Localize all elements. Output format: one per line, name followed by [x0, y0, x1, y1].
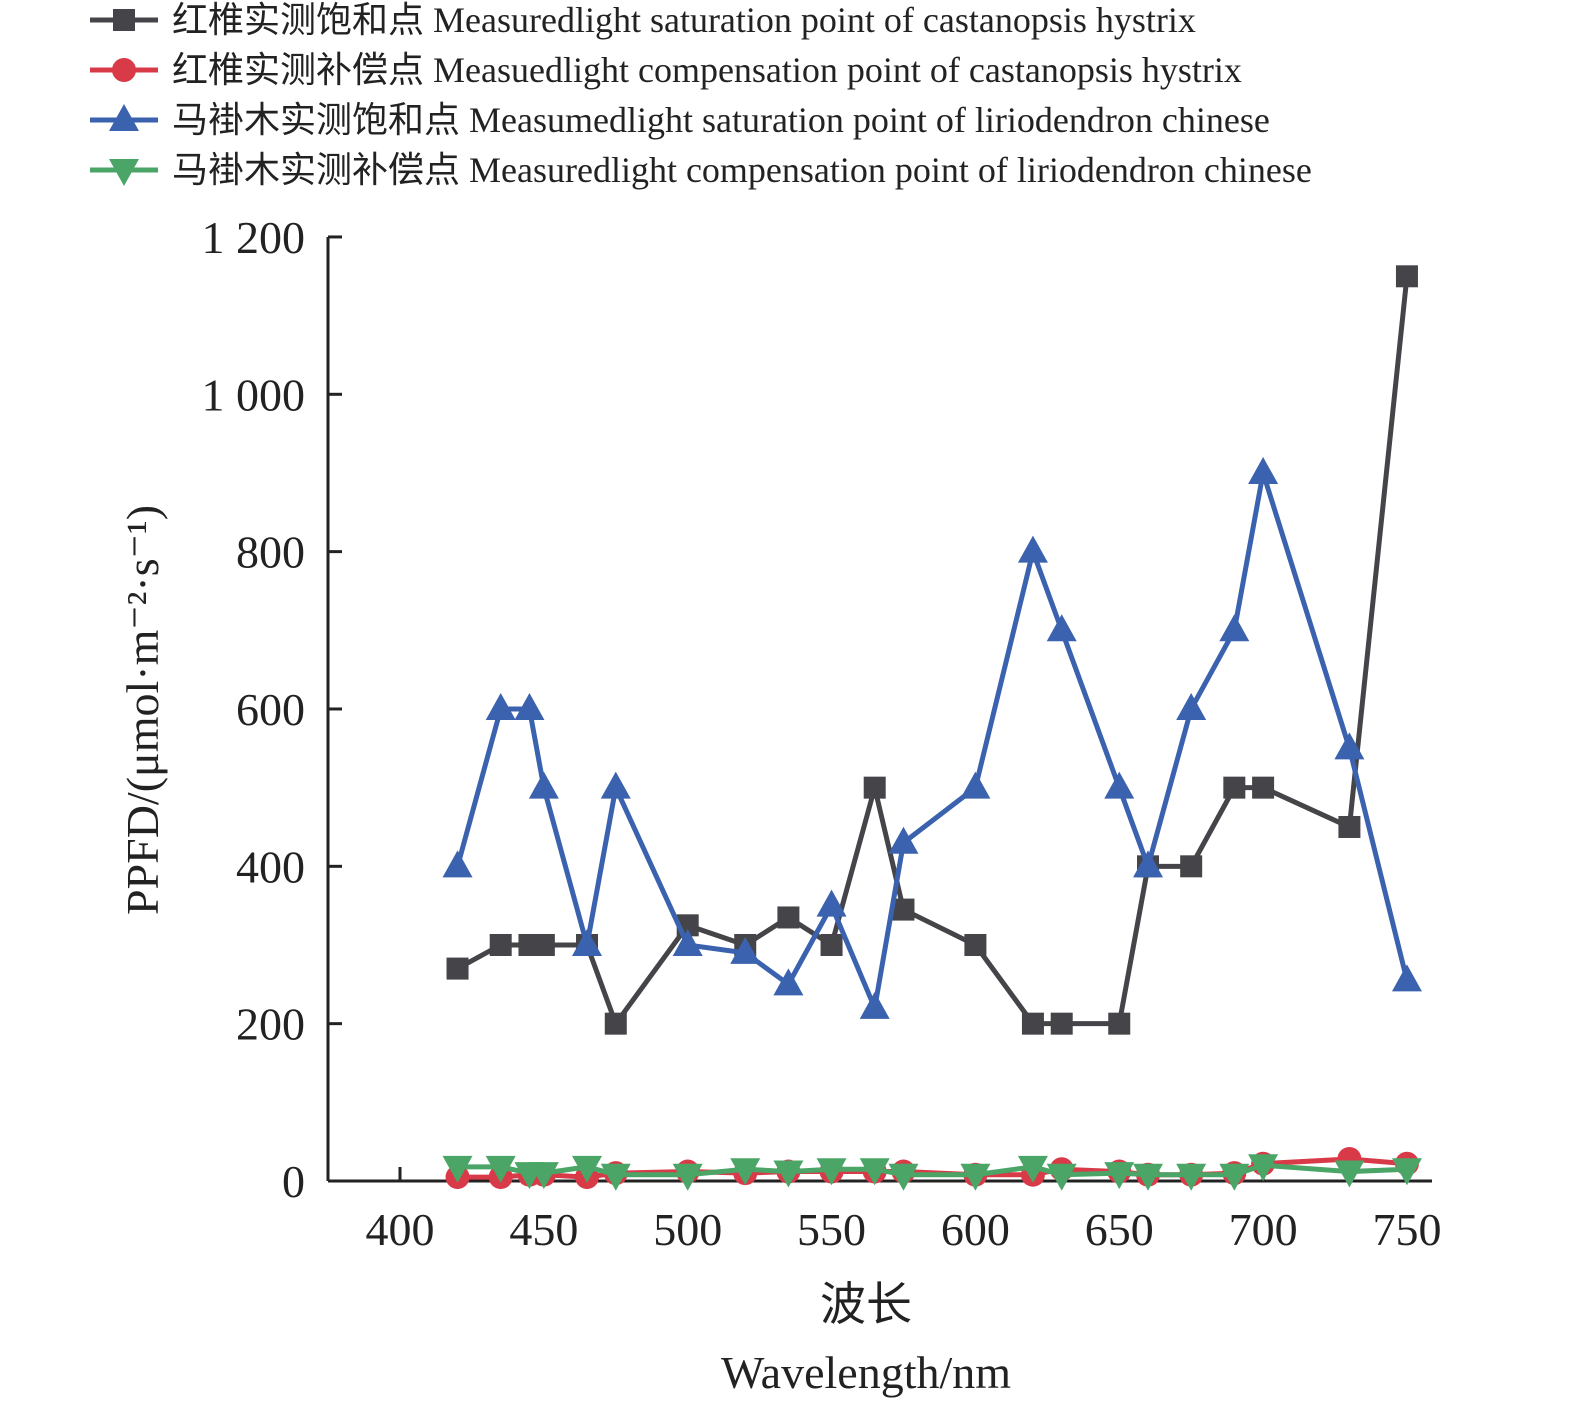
data-point — [1219, 614, 1250, 642]
legend-label: 马褂木实测饱和点 Measumedlight saturation point … — [172, 100, 1270, 140]
legend-marker — [109, 104, 139, 131]
data-point — [1252, 776, 1275, 799]
data-point — [1108, 1012, 1131, 1035]
data-point — [863, 776, 886, 799]
data-point — [485, 692, 516, 720]
legend-marker — [112, 58, 136, 82]
data-point — [1176, 1163, 1207, 1191]
data-point — [816, 1158, 847, 1186]
data-point — [816, 889, 847, 917]
data-point — [1223, 776, 1246, 799]
data-point — [528, 771, 559, 799]
data-point — [1219, 1163, 1250, 1191]
data-point — [442, 1155, 473, 1183]
legend-label: 红椎实测饱和点 Measuredlight saturation point o… — [172, 0, 1196, 40]
data-point — [730, 936, 761, 964]
series-line — [456, 276, 1410, 1029]
data-point — [773, 1160, 804, 1188]
data-point — [1133, 1163, 1164, 1191]
data-point — [514, 692, 545, 720]
x-tick-label: 650 — [1085, 1204, 1154, 1255]
data-point — [964, 933, 987, 956]
x-tick-label: 600 — [941, 1204, 1010, 1255]
x-tick-label: 450 — [509, 1204, 578, 1255]
data-point — [1176, 692, 1207, 720]
data-point — [446, 957, 469, 980]
x-tick-label: 500 — [653, 1204, 722, 1255]
data-point — [1046, 614, 1077, 642]
data-point — [528, 1162, 559, 1190]
data-point — [1104, 771, 1135, 799]
series-0: 红椎实测饱和点 Measuredlight saturation point o… — [90, 0, 1418, 1035]
data-point — [1017, 535, 1048, 563]
data-point — [1180, 855, 1203, 878]
data-point — [600, 771, 631, 799]
data-point — [532, 933, 555, 956]
y-tick-label: 400 — [236, 841, 305, 892]
series-line — [455, 472, 1410, 1017]
y-axis-label: PPFD/(μmol·m⁻²·s⁻¹) — [117, 505, 168, 915]
data-point — [820, 933, 843, 956]
data-point — [773, 968, 804, 996]
data-point — [859, 1158, 890, 1186]
data-point — [672, 1163, 703, 1191]
data-point — [572, 1155, 603, 1183]
x-axis-label: Wavelength/nm — [721, 1347, 1011, 1398]
data-point — [485, 1155, 516, 1183]
x-tick-label: 750 — [1372, 1204, 1441, 1255]
y-tick-label: 200 — [236, 999, 305, 1050]
data-point — [600, 1163, 631, 1191]
data-point — [1021, 1012, 1044, 1035]
series-2: 马褂木实测饱和点 Measumedlight saturation point … — [90, 100, 1422, 1019]
y-tick-label: 1 000 — [202, 369, 306, 420]
data-point — [604, 1012, 627, 1035]
x-axis-label-cn: 波长 — [820, 1279, 912, 1330]
data-point — [1338, 815, 1361, 838]
series-line — [457, 1162, 1408, 1178]
data-point — [1391, 964, 1422, 992]
data-point — [1391, 1158, 1422, 1186]
legend-marker — [109, 159, 139, 186]
x-tick-label: 400 — [366, 1204, 435, 1255]
data-point — [1334, 1160, 1365, 1188]
data-point — [1050, 1012, 1073, 1035]
data-point — [960, 1163, 991, 1191]
data-point — [1248, 456, 1279, 484]
y-tick-label: 800 — [236, 527, 305, 578]
y-tick-label: 0 — [282, 1156, 305, 1207]
x-tick-label: 550 — [797, 1204, 866, 1255]
data-point — [859, 991, 890, 1019]
data-point — [489, 933, 512, 956]
data-point — [1248, 1154, 1279, 1182]
y-tick-label: 1 200 — [202, 212, 306, 263]
data-point — [672, 928, 703, 956]
y-tick-label: 600 — [236, 684, 305, 735]
data-point — [888, 826, 919, 854]
data-point — [1133, 850, 1164, 878]
legend-label: 马褂木实测补偿点 Measuredlight compensation poin… — [172, 150, 1312, 190]
data-point — [960, 771, 991, 799]
legend-label: 红椎实测补偿点 Measuedlight compensation point … — [172, 50, 1242, 90]
data-point — [1017, 1155, 1048, 1183]
data-point — [1395, 265, 1418, 288]
data-point — [730, 1158, 761, 1186]
data-point — [1104, 1162, 1135, 1190]
x-tick-label: 700 — [1229, 1204, 1298, 1255]
data-point — [442, 850, 473, 878]
data-point — [892, 898, 915, 921]
data-point — [1046, 1163, 1077, 1191]
data-point — [888, 1163, 919, 1191]
series-3: 马褂木实测补偿点 Measuredlight compensation poin… — [90, 150, 1422, 1191]
data-point — [777, 906, 800, 929]
data-point — [572, 928, 603, 956]
data-point — [1334, 732, 1365, 760]
legend-marker — [113, 9, 135, 31]
